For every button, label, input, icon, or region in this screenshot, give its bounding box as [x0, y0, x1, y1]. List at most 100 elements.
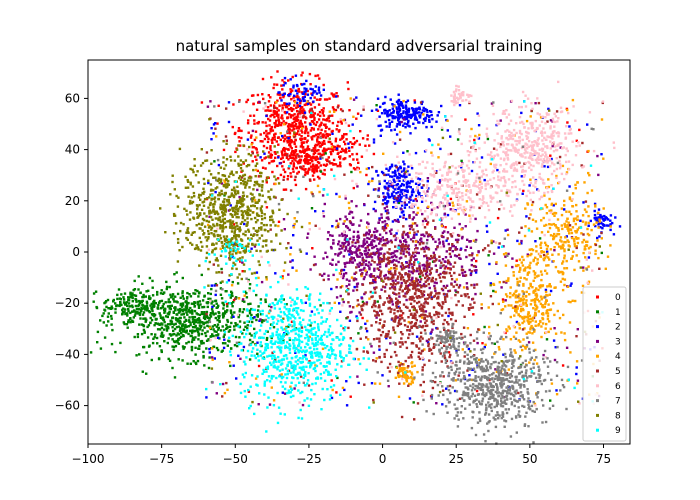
series-1-point [241, 310, 244, 314]
series-1-point [139, 300, 142, 303]
series-1-point [288, 338, 292, 341]
series-1-point [137, 299, 141, 303]
series-0-point [251, 160, 254, 163]
series-3-point [511, 257, 514, 260]
series-0-point [284, 104, 288, 108]
series-0-point [268, 161, 271, 165]
series-3-point [356, 235, 359, 238]
series-1-point [226, 305, 229, 308]
series-4-point [397, 373, 400, 377]
series-1-point [183, 330, 186, 333]
series-4-point [516, 277, 519, 281]
series-0-point [266, 132, 269, 135]
series-0-point [351, 142, 354, 145]
series-4-point [569, 300, 572, 304]
series-1-point [223, 333, 226, 336]
series-4-point [504, 305, 507, 308]
series-3-point [360, 253, 364, 256]
series-0-point [296, 153, 299, 156]
series-0-point [280, 84, 283, 87]
series-2-point [525, 215, 528, 218]
series-0-point [304, 161, 307, 164]
series-4-point [600, 237, 603, 240]
series-2-point [319, 94, 323, 97]
series-2-point [395, 125, 399, 128]
series-5-point [425, 284, 428, 288]
series-5-point [404, 340, 407, 344]
series-1-point [130, 304, 134, 307]
series-1-point [179, 328, 182, 332]
series-5-point [401, 317, 404, 320]
series-1-point [186, 313, 189, 316]
series-0-point [282, 160, 285, 163]
series-1-point [153, 336, 156, 339]
series-4-point [545, 206, 549, 209]
series-2-point [416, 107, 419, 110]
series-4-point [527, 311, 530, 314]
series-2-point [400, 204, 404, 207]
series-5-point [395, 354, 398, 357]
series-0-point [276, 124, 279, 127]
series-3-point [377, 268, 381, 271]
series-1-point [238, 336, 241, 339]
series-2-point [552, 204, 555, 207]
series-4-point [501, 308, 505, 311]
series-4-point [472, 239, 476, 242]
series-4-point [505, 279, 508, 283]
series-5-point [443, 354, 446, 357]
series-4-point [388, 268, 391, 271]
series-4-point [574, 183, 577, 187]
series-4-point [509, 286, 512, 289]
series-1-point [200, 312, 204, 316]
series-1-point [92, 300, 95, 303]
series-3-point [363, 292, 366, 296]
series-6-point [529, 154, 532, 158]
series-2-point [451, 337, 454, 340]
series-0-point [342, 157, 345, 161]
series-2-point [415, 194, 418, 198]
series-1-point [199, 326, 202, 329]
series-3-point [438, 259, 441, 262]
series-2-point [291, 259, 294, 262]
series-0-point [269, 104, 272, 107]
series-0-point [242, 162, 245, 165]
series-4-point [606, 255, 610, 258]
series-3-point [354, 245, 357, 248]
series-2-point [458, 104, 462, 107]
series-4-point [534, 298, 537, 301]
series-4-point [529, 284, 532, 288]
series-0-point [324, 118, 327, 122]
series-1-point [181, 304, 185, 307]
series-5-point [487, 244, 490, 247]
series-4-point [404, 374, 407, 377]
series-3-point [359, 252, 362, 255]
series-2-point [287, 94, 290, 97]
series-2-point [353, 285, 356, 289]
series-2-point [496, 272, 499, 275]
series-1-point [183, 316, 186, 319]
series-0-point [290, 138, 293, 142]
series-1-point [232, 300, 235, 304]
series-4-point [513, 349, 516, 352]
series-0-point [342, 149, 345, 153]
series-2-point [408, 115, 411, 119]
series-0-point [293, 178, 297, 182]
series-5-point [447, 323, 450, 326]
series-5-point [457, 374, 460, 377]
series-1-point [200, 342, 203, 345]
series-2-point [418, 178, 422, 181]
series-5-point [397, 275, 400, 278]
series-2-point [406, 169, 409, 173]
series-1-point [142, 317, 145, 320]
series-2-point [410, 191, 414, 194]
series-2-point [277, 156, 280, 159]
series-3-point [367, 222, 370, 225]
series-0-point [268, 132, 271, 135]
series-1-point [197, 317, 201, 320]
series-0-point [294, 154, 297, 157]
series-3-point [468, 240, 472, 243]
series-0-point [274, 121, 277, 125]
series-2-point [422, 106, 425, 110]
series-3-point [449, 208, 452, 211]
series-0-point [306, 145, 310, 148]
